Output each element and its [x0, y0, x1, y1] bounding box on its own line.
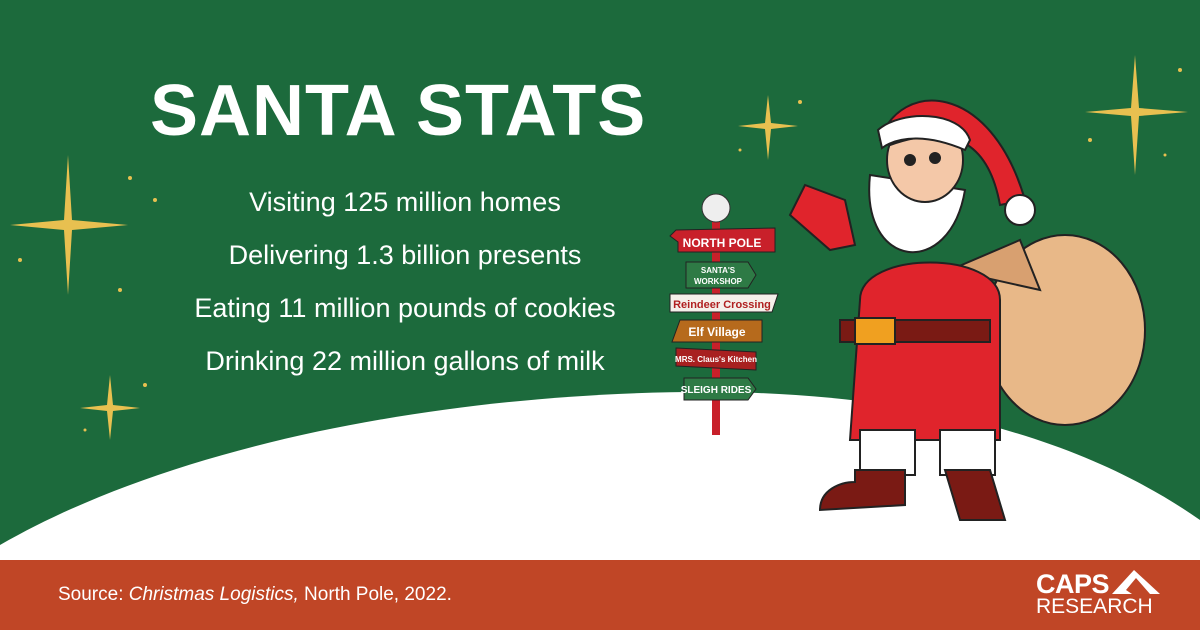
signpost-illustration: NORTH POLE SANTA'S WORKSHOP Reindeer Cro…: [669, 193, 779, 435]
sign-kitchen: MRS. Claus's Kitchen: [675, 355, 757, 364]
logo-research: RESEARCH: [1036, 595, 1153, 618]
source-citation: Source: Christmas Logistics, North Pole,…: [58, 584, 452, 606]
sign-workshop: WORKSHOP: [694, 277, 743, 286]
mountain-logo-icon: [1112, 570, 1160, 594]
stat-homes: Visiting 125 million homes: [249, 187, 561, 217]
source-suffix: North Pole, 2022.: [298, 584, 452, 605]
sign-elf-village: Elf Village: [688, 325, 745, 339]
source-prefix: Source:: [58, 584, 129, 605]
stat-milk: Drinking 22 million gallons of milk: [205, 346, 605, 376]
page-title: SANTA STATS: [150, 71, 647, 151]
stat-presents: Delivering 1.3 billion presents: [228, 240, 582, 270]
sparkle-star-icon: [10, 55, 1188, 440]
stat-cookies: Eating 11 million pounds of cookies: [194, 293, 616, 323]
footer-bar: [0, 560, 1200, 630]
santa-illustration: [788, 99, 1146, 521]
sign-santas: SANTA'S: [701, 266, 736, 275]
caps-research-logo: CAPS RESEARCH: [1036, 569, 1160, 618]
sign-reindeer: Reindeer Crossing: [673, 299, 771, 311]
sign-sleigh-rides: SLEIGH RIDES: [681, 385, 752, 396]
sign-north-pole: NORTH POLE: [683, 236, 762, 250]
logo-caps: CAPS: [1036, 569, 1110, 599]
stats-list: Visiting 125 million homes Delivering 1.…: [160, 176, 650, 388]
source-title: Christmas Logistics,: [128, 584, 299, 605]
